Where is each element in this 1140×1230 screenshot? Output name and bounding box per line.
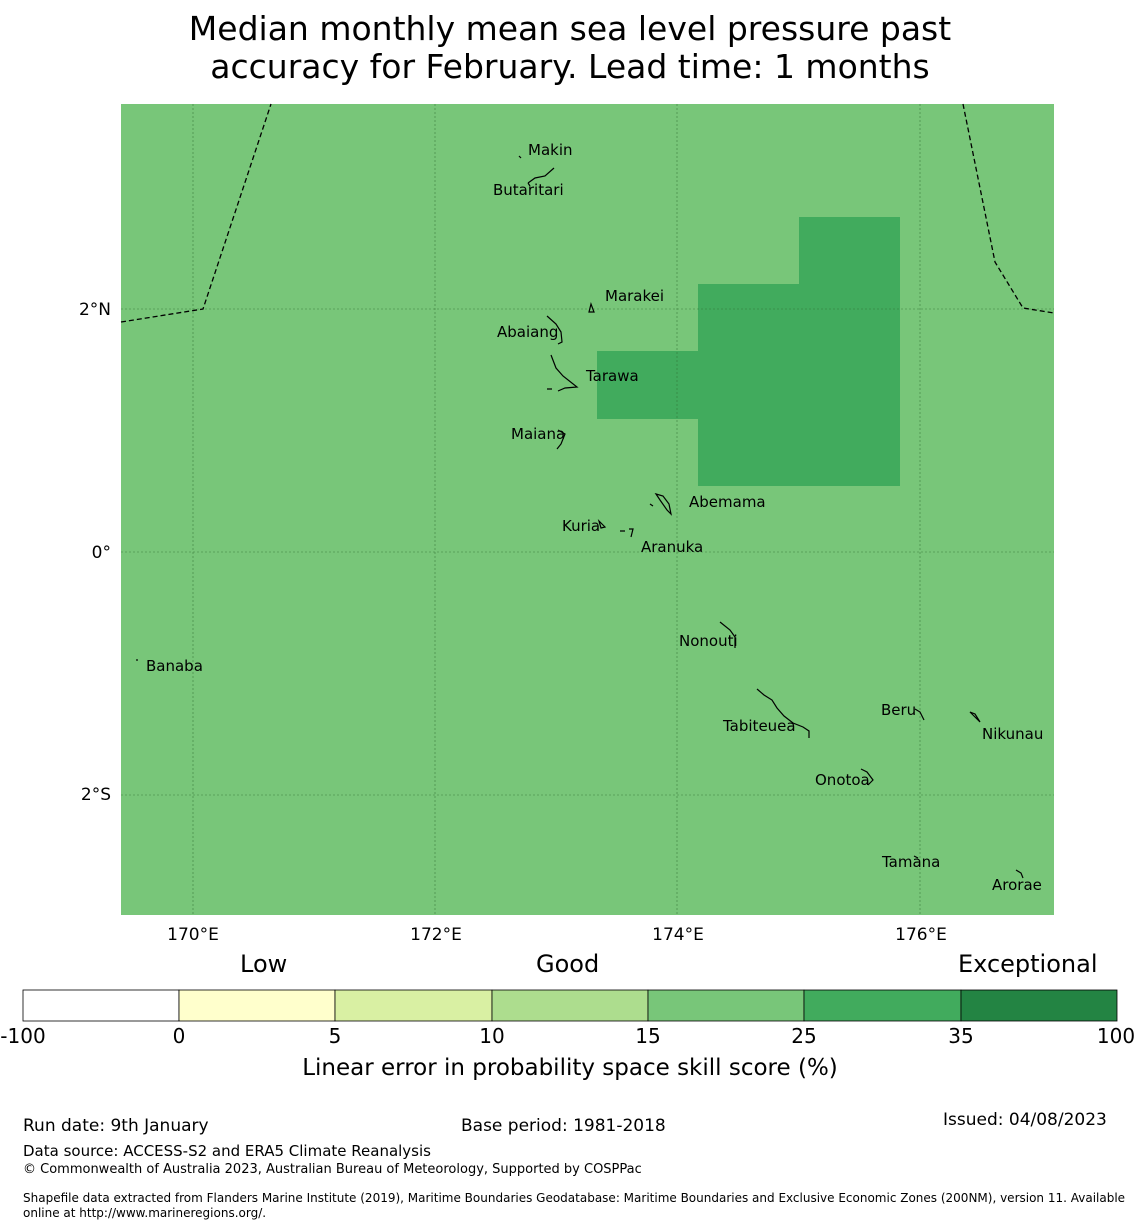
issued-date: Issued: 04/08/2023 [943,1110,1107,1130]
place-marakei: Marakei [605,287,664,305]
island-nikunau [969,711,981,723]
place-abemama: Abemama [689,493,766,511]
place-banaba: Banaba [146,657,203,675]
island-arorae [1015,869,1024,879]
shapefile-credit-line-1: Shapefile data extracted from Flanders M… [23,1191,1126,1205]
skill-highlight-region [597,217,900,486]
island-tabiteuea [756,688,810,738]
data-source: Data source: ACCESS-S2 and ERA5 Climate … [23,1142,431,1160]
colorbar-tick-minus100: -100 [0,1024,46,1048]
place-makin: Makin [528,141,573,159]
colorbar-tick-0: 0 [172,1024,186,1048]
eez-boundary-east [962,103,1055,314]
run-date: Run date: 9th January [23,1116,209,1136]
place-beru: Beru [881,701,916,719]
place-onotoa: Onotoa [815,771,870,789]
island-abemama [649,492,672,516]
colorbar-tick-15: 15 [635,1024,661,1048]
colorbar [22,989,1118,1022]
place-nonouti: Nonouti [679,632,738,650]
island-butaritari [527,167,555,187]
gridlines [121,104,1054,915]
island-beru [914,708,925,721]
colorbar-tick-25: 25 [791,1024,817,1048]
colorbar-tick-100: 100 [1096,1024,1136,1048]
island-aranuka [620,528,634,538]
lat-label-0: 0° [92,543,111,563]
chart-title: Median monthly mean sea level pressure p… [0,10,1140,86]
colorbar-segment-7 [960,989,1118,1022]
colorbar-tick-5: 5 [328,1024,342,1048]
base-period: Base period: 1981-2018 [461,1116,666,1136]
island-onotoa [860,768,874,786]
axis-labels: 170°E 172°E 174°E 176°E 2°N 0° 2°S [79,300,947,945]
island-abaiang [546,315,563,345]
colorbar-segment-2 [178,989,336,1022]
lon-label-176e: 176°E [895,925,947,945]
title-line-1: Median monthly mean sea level pressure p… [188,9,952,48]
colorbar-segment-5 [647,989,805,1022]
title-line-2: accuracy for February. Lead time: 1 mont… [210,47,930,86]
copyright: © Commonwealth of Australia 2023, Austra… [23,1162,642,1177]
colorbar-label-good: Good [536,950,600,978]
place-nikunau: Nikunau [982,725,1043,743]
shapefile-credit-line-2: online at http://www.marineregions.org/. [23,1206,267,1220]
island-tarawa [547,354,579,392]
colorbar-label-low: Low [240,950,288,978]
place-labels: Makin Butaritari Marakei Abaiang Tarawa … [146,141,1043,894]
island-maiana [556,429,566,450]
place-kuria: Kuria [562,517,600,535]
colorbar-tick-35: 35 [948,1024,974,1048]
colorbar-segment-4 [491,989,649,1022]
place-aranuka: Aranuka [641,538,703,556]
lat-label-2s: 2°S [81,785,111,805]
lat-label-2n: 2°N [79,300,111,320]
lon-label-170e: 170°E [167,925,219,945]
place-tamana: Tamana [881,853,940,871]
place-abaiang: Abaiang [497,323,558,341]
place-maiana: Maiana [511,425,565,443]
island-tamana [913,855,919,859]
island-marakei [588,301,595,313]
island-kuria [597,518,607,529]
island-makin [518,155,522,159]
place-arorae: Arorae [992,876,1042,894]
eez-boundary-west [120,103,272,323]
place-tabiteuea: Tabiteuea [722,717,796,735]
lon-label-174e: 174°E [652,925,704,945]
place-tarawa: Tarawa [585,367,639,385]
island-nonouti [719,621,736,648]
lon-label-172e: 172°E [410,925,462,945]
map-background [121,104,1054,915]
colorbar-segment-1 [22,989,180,1022]
eez-boundaries [120,103,1055,323]
island-outlines [136,155,1024,879]
colorbar-title: Linear error in probability space skill … [302,1055,838,1081]
colorbar-tick-10: 10 [479,1024,505,1048]
colorbar-label-exceptional: Exceptional [958,950,1098,978]
colorbar-segment-3 [334,989,493,1022]
colorbar-segment-6 [803,989,962,1022]
place-butaritari: Butaritari [493,181,564,199]
